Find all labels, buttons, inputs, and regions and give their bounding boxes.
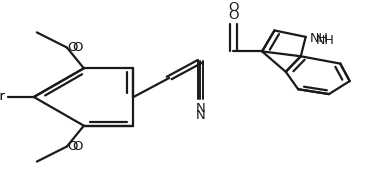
Text: Br: Br xyxy=(0,90,6,104)
Text: O: O xyxy=(228,1,238,14)
Text: N: N xyxy=(196,102,205,115)
Text: Br: Br xyxy=(0,90,6,104)
Text: O: O xyxy=(72,41,82,54)
Text: NH: NH xyxy=(310,32,329,45)
Text: O: O xyxy=(72,140,82,153)
Text: O: O xyxy=(228,9,238,22)
Text: NH: NH xyxy=(316,34,335,47)
Text: O: O xyxy=(68,41,78,54)
Text: N: N xyxy=(196,109,205,122)
Text: O: O xyxy=(68,140,78,153)
